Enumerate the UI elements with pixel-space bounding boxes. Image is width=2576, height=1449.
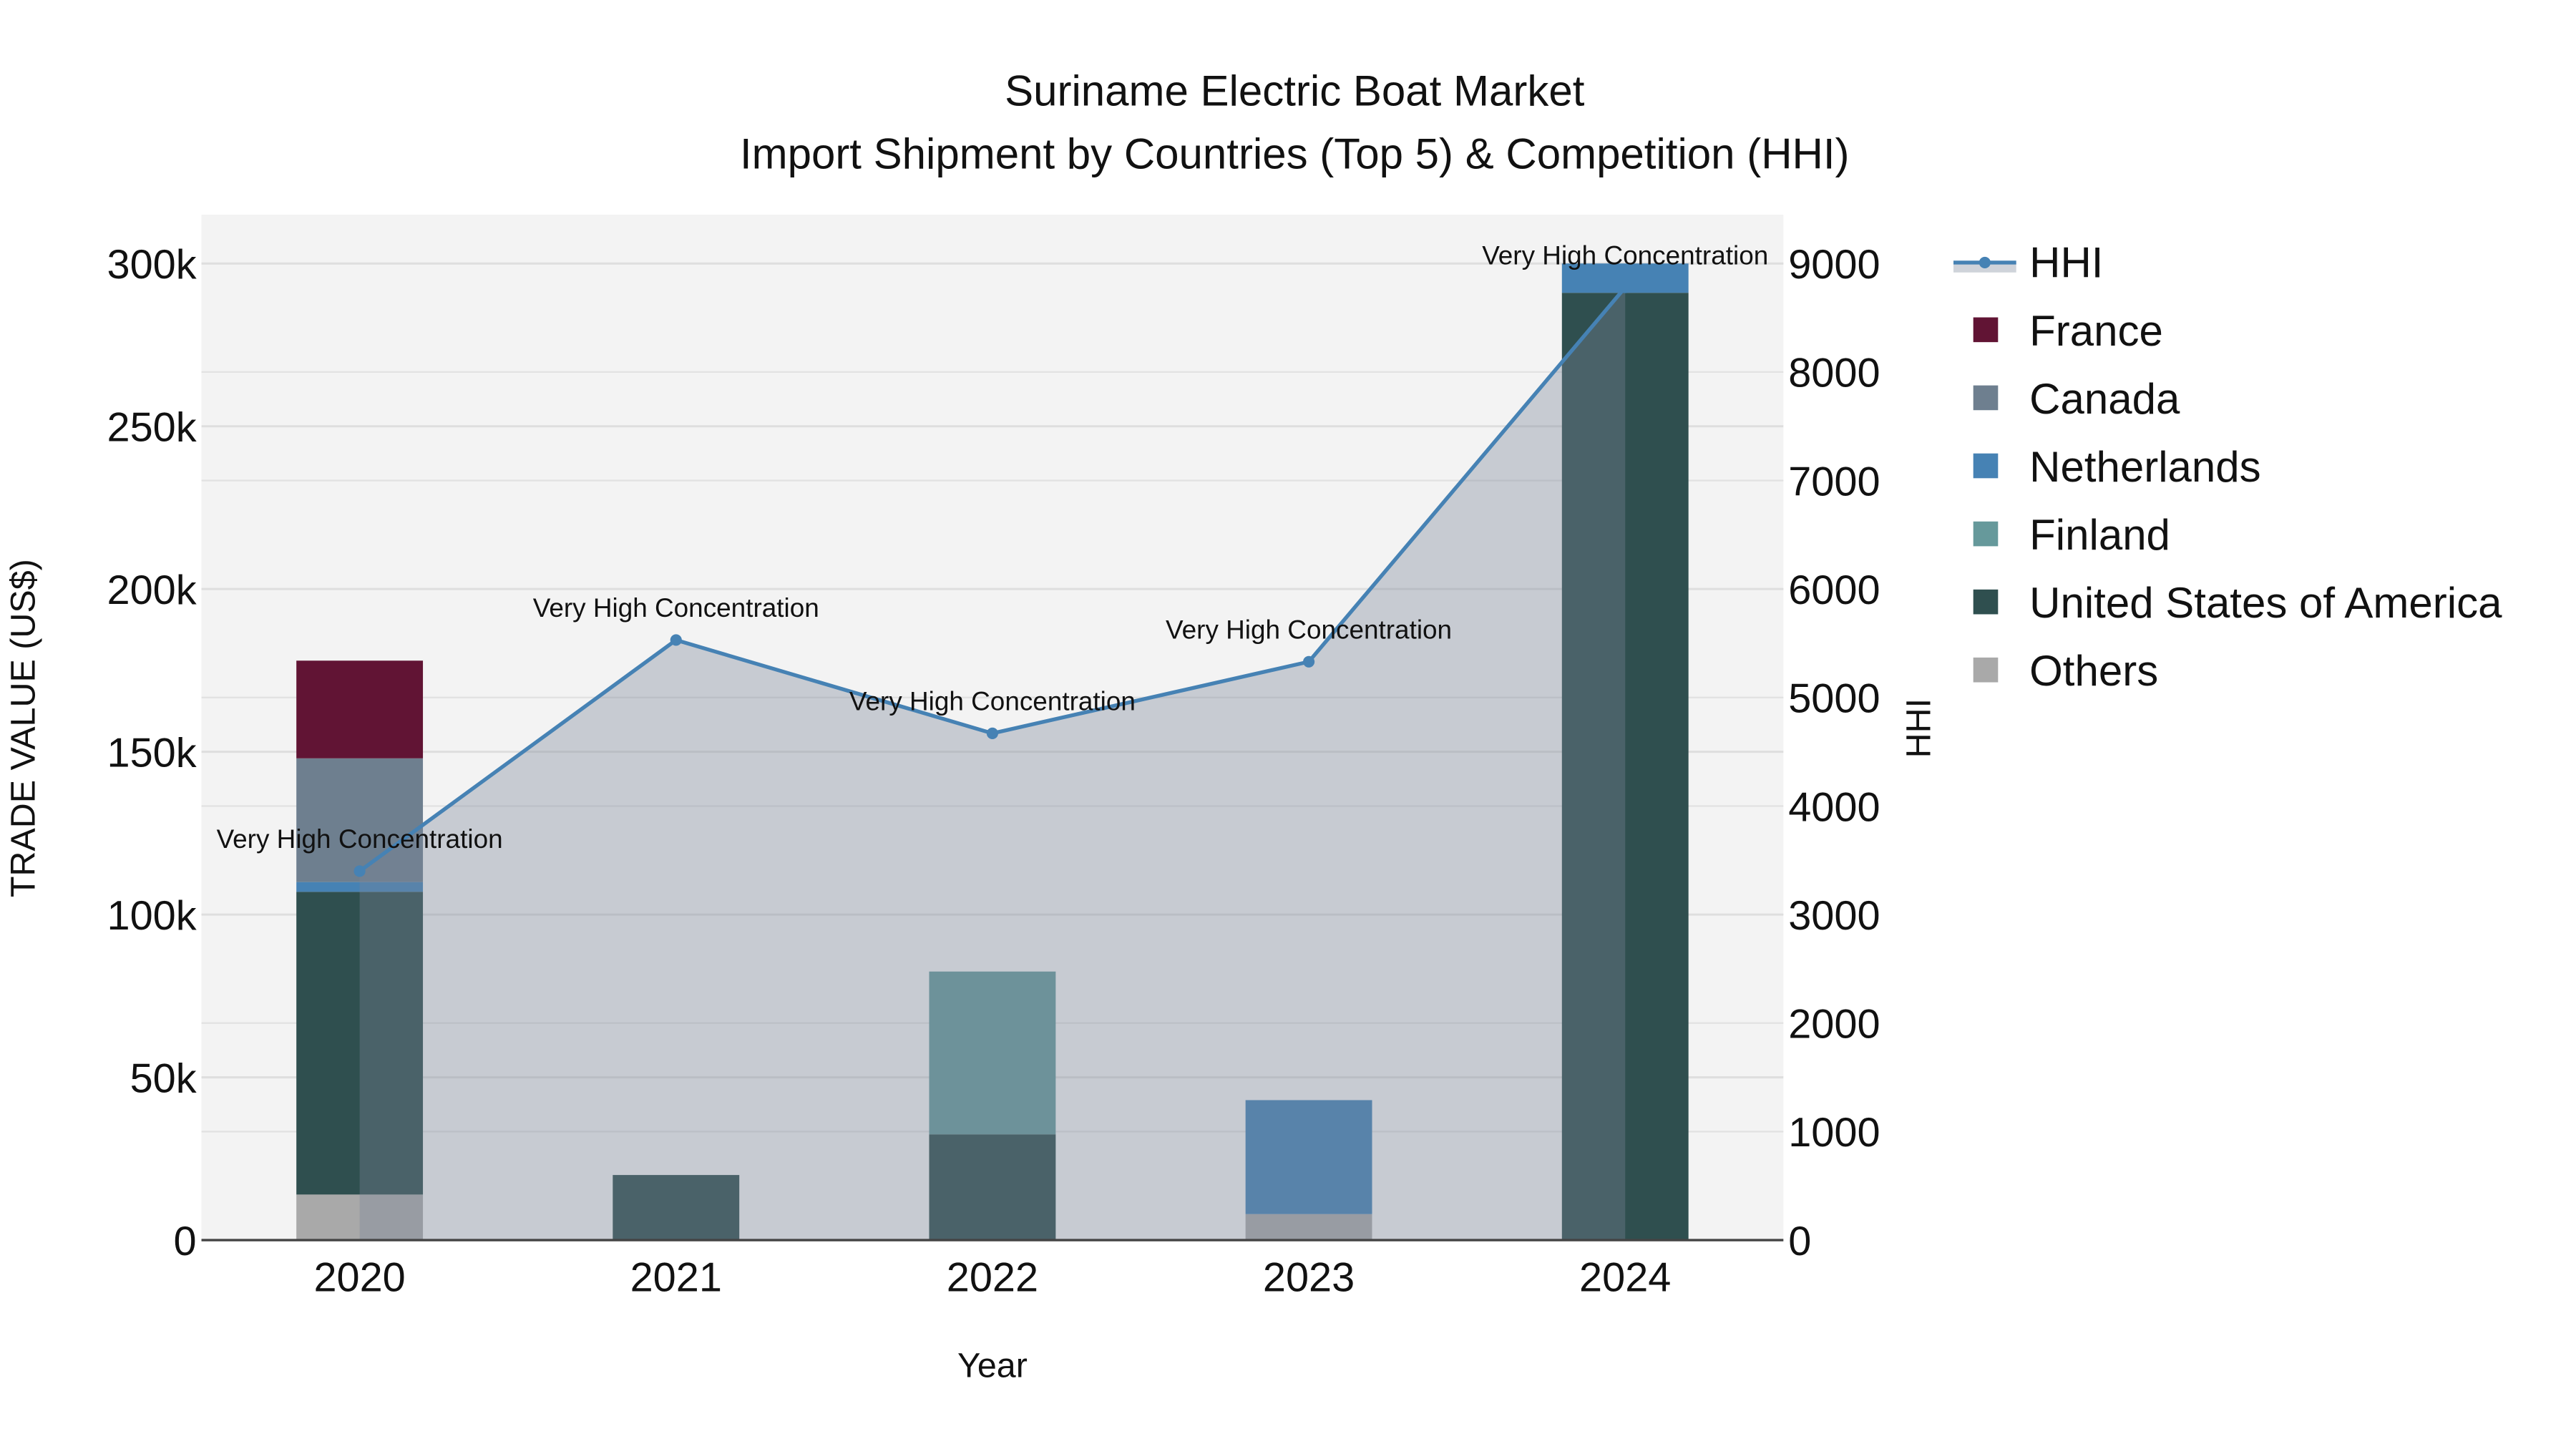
y2-tick-label: 6000 bbox=[1788, 567, 1880, 613]
legend-swatch-netherlands bbox=[1973, 453, 1999, 479]
x-axis-title: Year bbox=[957, 1347, 1028, 1385]
legend-label: Others bbox=[2029, 647, 2158, 695]
y-tick-label: 250k bbox=[107, 404, 197, 450]
y2-tick-label: 8000 bbox=[1788, 351, 1880, 396]
y2-tick-label: 7000 bbox=[1788, 459, 1880, 504]
y2-tick-label: 0 bbox=[1788, 1219, 1811, 1264]
bar-netherlands-2020 bbox=[296, 882, 424, 892]
bar-finland-2022 bbox=[929, 971, 1056, 1135]
y-axis-title: TRADE VALUE (US$) bbox=[4, 559, 42, 897]
hhi-point-2022 bbox=[986, 727, 998, 739]
x-tick-label: 2020 bbox=[313, 1255, 405, 1301]
x-tick-label: 2022 bbox=[947, 1255, 1038, 1301]
hhi-point-2024 bbox=[1619, 281, 1631, 293]
y2-tick-label: 4000 bbox=[1788, 784, 1880, 830]
legend-swatch-canada bbox=[1973, 385, 1999, 411]
hhi-point-2021 bbox=[670, 634, 682, 646]
legend-swatch-finland bbox=[1973, 521, 1999, 547]
hhi-annotation: Very High Concentration bbox=[1482, 240, 1768, 270]
legend-hhi-marker-icon bbox=[1979, 256, 1991, 268]
bar-united-states-of-america-2020 bbox=[296, 892, 424, 1195]
y-tick-label: 300k bbox=[107, 242, 197, 288]
bar-others-2020 bbox=[296, 1194, 424, 1241]
y-tick-label: 150k bbox=[107, 730, 197, 776]
legend-label: France bbox=[2029, 307, 2163, 355]
hhi-annotation: Very High Concentration bbox=[533, 593, 819, 623]
hhi-point-2020 bbox=[353, 865, 366, 877]
hhi-annotation: Very High Concentration bbox=[1166, 615, 1452, 644]
hhi-annotation: Very High Concentration bbox=[217, 824, 503, 854]
bar-others-2023 bbox=[1245, 1214, 1372, 1241]
legend-label: United States of America bbox=[2029, 579, 2502, 627]
y-tick-label: 0 bbox=[174, 1219, 197, 1264]
y2-tick-label: 5000 bbox=[1788, 676, 1880, 722]
legend-swatch-france bbox=[1973, 317, 1999, 343]
y2-tick-label: 2000 bbox=[1788, 1002, 1880, 1048]
y-tick-label: 100k bbox=[107, 893, 197, 939]
legend-swatch-others bbox=[1973, 657, 1999, 683]
y2-tick-label: 3000 bbox=[1788, 893, 1880, 939]
y-tick-label: 200k bbox=[107, 567, 197, 613]
bar-united-states-of-america-2024 bbox=[1561, 293, 1689, 1241]
chart-subtitle: Import Shipment by Countries (Top 5) & C… bbox=[740, 130, 1850, 177]
hhi-point-2023 bbox=[1303, 655, 1315, 668]
y-tick-label: 50k bbox=[130, 1055, 197, 1101]
legend: HHI France Canada Netherlands Finland United … bbox=[1953, 239, 2502, 695]
hhi-annotation: Very High Concentration bbox=[849, 687, 1136, 716]
bar-united-states-of-america-2021 bbox=[613, 1175, 740, 1241]
legend-label: Canada bbox=[2029, 375, 2180, 423]
hhi-area bbox=[359, 287, 1626, 1241]
y2-tick-label: 9000 bbox=[1788, 242, 1880, 288]
bar-united-states-of-america-2022 bbox=[929, 1134, 1056, 1241]
legend-swatch-united-states-of-america bbox=[1973, 589, 1999, 615]
bar-canada-2020 bbox=[296, 758, 424, 882]
bar-netherlands-2023 bbox=[1245, 1100, 1372, 1214]
legend-label: Netherlands bbox=[2029, 443, 2261, 491]
x-tick-label: 2021 bbox=[630, 1255, 722, 1301]
bar-france-2020 bbox=[296, 660, 424, 758]
x-tick-label: 2023 bbox=[1263, 1255, 1355, 1301]
chart-title: Suriname Electric Boat Market bbox=[1005, 67, 1585, 115]
y2-tick-label: 1000 bbox=[1788, 1110, 1880, 1156]
legend-label: Finland bbox=[2029, 511, 2170, 559]
y2-axis-title: HHI bbox=[1900, 698, 1938, 758]
x-tick-label: 2024 bbox=[1579, 1255, 1671, 1301]
legend-label: HHI bbox=[2029, 239, 2103, 287]
